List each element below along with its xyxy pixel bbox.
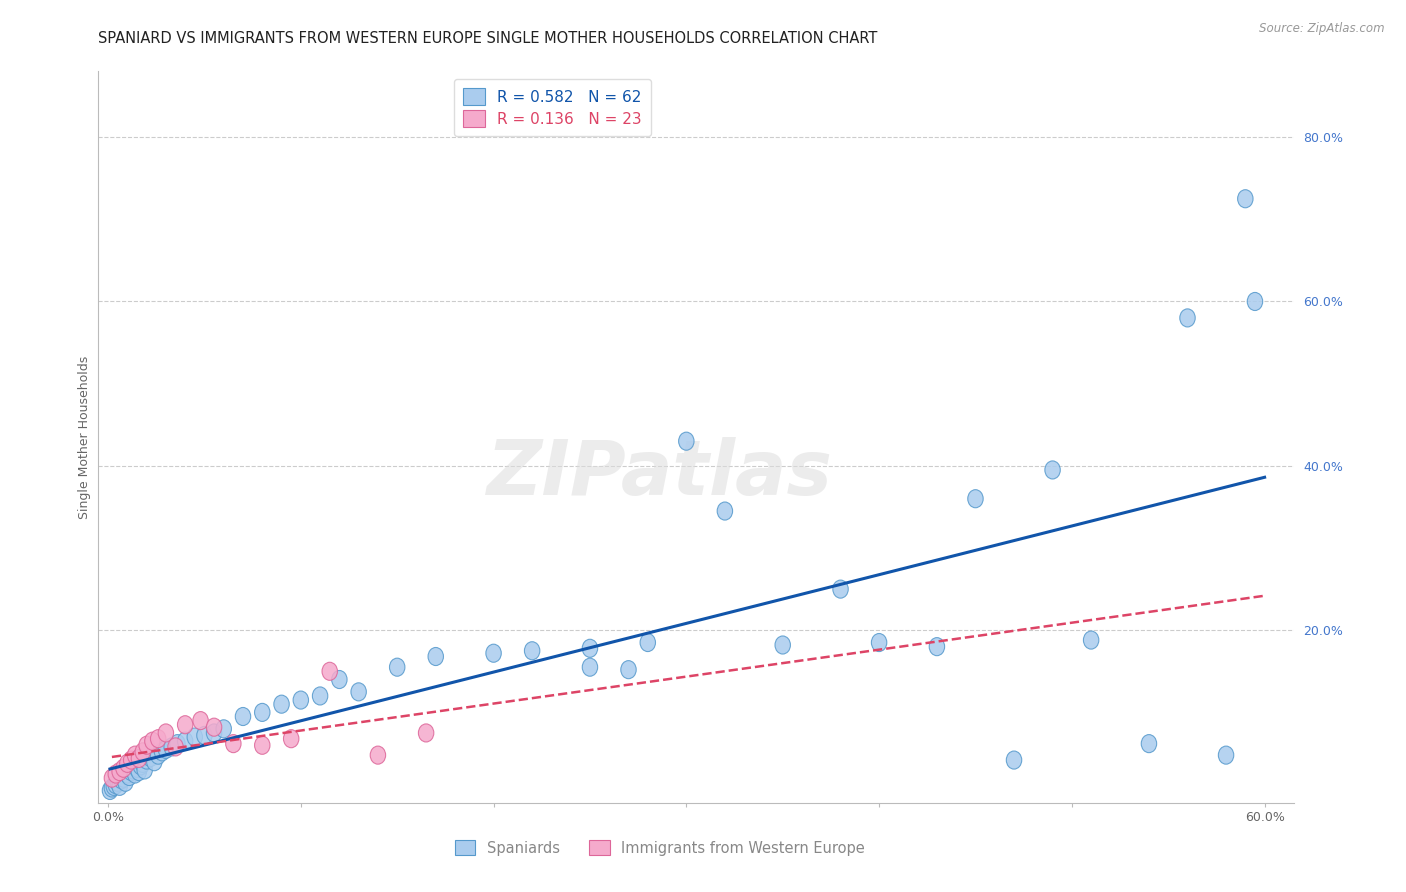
Ellipse shape — [217, 720, 232, 738]
Ellipse shape — [131, 763, 146, 780]
Ellipse shape — [582, 658, 598, 676]
Ellipse shape — [108, 765, 124, 783]
Ellipse shape — [136, 761, 152, 779]
Ellipse shape — [177, 732, 193, 750]
Ellipse shape — [332, 671, 347, 689]
Ellipse shape — [150, 730, 166, 747]
Ellipse shape — [167, 738, 183, 756]
Ellipse shape — [120, 765, 135, 783]
Ellipse shape — [621, 661, 637, 679]
Ellipse shape — [254, 704, 270, 722]
Ellipse shape — [112, 763, 128, 780]
Ellipse shape — [187, 728, 202, 746]
Ellipse shape — [103, 781, 118, 799]
Text: Source: ZipAtlas.com: Source: ZipAtlas.com — [1260, 22, 1385, 36]
Ellipse shape — [115, 759, 131, 777]
Ellipse shape — [427, 648, 443, 665]
Ellipse shape — [352, 682, 367, 701]
Ellipse shape — [1237, 190, 1253, 208]
Ellipse shape — [115, 769, 131, 787]
Ellipse shape — [322, 662, 337, 681]
Ellipse shape — [128, 765, 143, 783]
Ellipse shape — [640, 633, 655, 651]
Ellipse shape — [524, 641, 540, 660]
Ellipse shape — [207, 724, 222, 742]
Ellipse shape — [1045, 461, 1060, 479]
Ellipse shape — [419, 724, 434, 742]
Ellipse shape — [207, 718, 222, 736]
Ellipse shape — [143, 748, 159, 766]
Ellipse shape — [197, 726, 212, 745]
Ellipse shape — [150, 746, 166, 764]
Text: SPANIARD VS IMMIGRANTS FROM WESTERN EUROPE SINGLE MOTHER HOUSEHOLDS CORRELATION : SPANIARD VS IMMIGRANTS FROM WESTERN EURO… — [98, 31, 877, 46]
Ellipse shape — [139, 736, 155, 755]
Ellipse shape — [832, 580, 848, 599]
Ellipse shape — [284, 730, 299, 747]
Ellipse shape — [145, 732, 160, 750]
Ellipse shape — [235, 707, 250, 725]
Ellipse shape — [108, 776, 124, 794]
Ellipse shape — [292, 691, 308, 709]
Ellipse shape — [193, 712, 208, 730]
Ellipse shape — [128, 746, 143, 764]
Ellipse shape — [104, 779, 120, 797]
Ellipse shape — [177, 715, 193, 734]
Ellipse shape — [129, 759, 145, 777]
Ellipse shape — [967, 490, 983, 508]
Ellipse shape — [159, 740, 173, 758]
Ellipse shape — [170, 735, 186, 753]
Ellipse shape — [274, 695, 290, 714]
Ellipse shape — [872, 633, 887, 651]
Ellipse shape — [110, 773, 125, 791]
Ellipse shape — [775, 636, 790, 654]
Ellipse shape — [225, 735, 240, 753]
Ellipse shape — [124, 751, 139, 769]
Ellipse shape — [105, 777, 121, 796]
Ellipse shape — [120, 755, 135, 772]
Ellipse shape — [125, 761, 141, 779]
Ellipse shape — [582, 640, 598, 657]
Ellipse shape — [389, 658, 405, 676]
Ellipse shape — [146, 753, 162, 771]
Ellipse shape — [1084, 631, 1099, 649]
Ellipse shape — [139, 751, 155, 769]
Ellipse shape — [155, 743, 170, 761]
Ellipse shape — [1219, 746, 1234, 764]
Ellipse shape — [118, 773, 134, 791]
Ellipse shape — [679, 432, 695, 450]
Ellipse shape — [1180, 309, 1195, 327]
Ellipse shape — [131, 749, 146, 767]
Ellipse shape — [134, 756, 149, 775]
Ellipse shape — [114, 771, 129, 789]
Ellipse shape — [370, 746, 385, 764]
Ellipse shape — [159, 724, 173, 742]
Legend: Spaniards, Immigrants from Western Europe: Spaniards, Immigrants from Western Europ… — [450, 834, 870, 862]
Ellipse shape — [486, 644, 502, 662]
Ellipse shape — [165, 738, 180, 756]
Ellipse shape — [121, 767, 136, 786]
Y-axis label: Single Mother Households: Single Mother Households — [79, 355, 91, 519]
Ellipse shape — [104, 769, 120, 787]
Ellipse shape — [1247, 293, 1263, 310]
Ellipse shape — [1142, 735, 1157, 753]
Ellipse shape — [1007, 751, 1022, 769]
Ellipse shape — [135, 755, 150, 772]
Ellipse shape — [929, 638, 945, 656]
Ellipse shape — [717, 502, 733, 520]
Ellipse shape — [135, 743, 150, 761]
Ellipse shape — [254, 736, 270, 755]
Text: ZIPatlas: ZIPatlas — [486, 437, 834, 510]
Ellipse shape — [124, 763, 139, 780]
Ellipse shape — [112, 777, 128, 796]
Ellipse shape — [312, 687, 328, 705]
